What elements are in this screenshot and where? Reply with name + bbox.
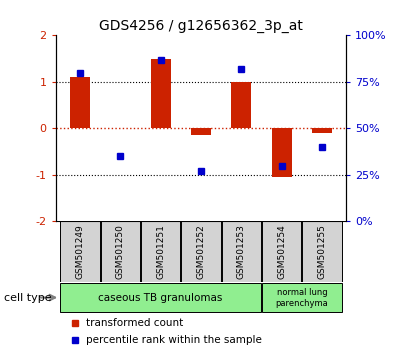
Text: normal lung
parenchyma: normal lung parenchyma — [275, 287, 328, 308]
Title: GDS4256 / g12656362_3p_at: GDS4256 / g12656362_3p_at — [99, 19, 303, 33]
Bar — [60, 283, 261, 312]
Bar — [60, 221, 100, 282]
Bar — [150, 59, 171, 129]
Bar — [70, 77, 90, 129]
Text: GSM501252: GSM501252 — [197, 224, 205, 279]
Text: caseous TB granulomas: caseous TB granulomas — [98, 292, 223, 303]
Bar — [302, 221, 342, 282]
Bar — [231, 82, 252, 129]
Bar — [262, 221, 301, 282]
Bar — [222, 221, 261, 282]
Text: percentile rank within the sample: percentile rank within the sample — [86, 335, 262, 345]
Text: GSM501249: GSM501249 — [76, 224, 84, 279]
Text: GSM501255: GSM501255 — [318, 224, 326, 279]
Text: transformed count: transformed count — [86, 318, 183, 328]
Bar — [141, 221, 180, 282]
Bar — [101, 221, 140, 282]
Text: GSM501250: GSM501250 — [116, 224, 125, 279]
Bar — [312, 129, 332, 133]
Text: cell type: cell type — [4, 292, 52, 303]
Bar — [271, 129, 292, 177]
Text: GSM501254: GSM501254 — [277, 224, 286, 279]
Bar — [181, 221, 221, 282]
Text: GSM501251: GSM501251 — [156, 224, 165, 279]
Bar — [262, 283, 342, 312]
Text: GSM501253: GSM501253 — [237, 224, 246, 279]
Bar — [191, 129, 211, 135]
